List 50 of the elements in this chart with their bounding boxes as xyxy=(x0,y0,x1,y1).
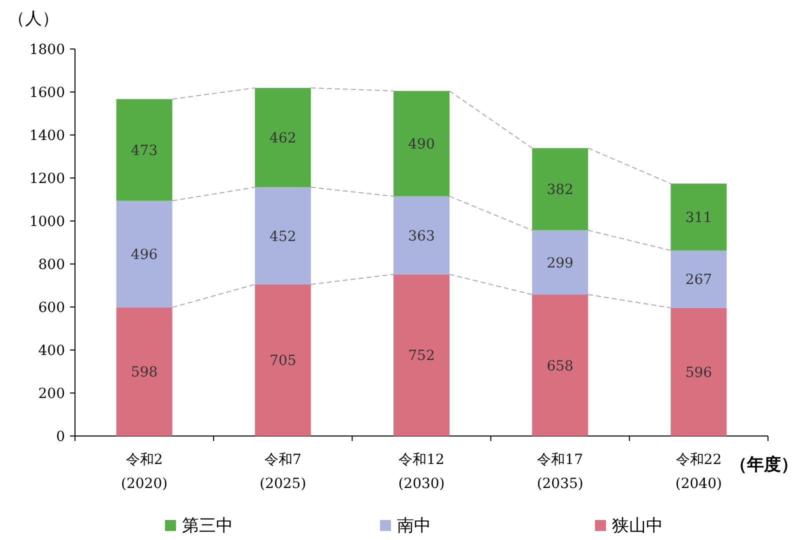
y-tick-label: 0 xyxy=(56,429,65,445)
data-label: 473 xyxy=(130,142,158,159)
y-tick-label: 1600 xyxy=(29,85,65,101)
bar xyxy=(254,284,311,436)
bar xyxy=(670,308,727,436)
y-tick-label: 400 xyxy=(38,343,65,359)
data-label: 311 xyxy=(685,210,712,226)
data-label: 452 xyxy=(270,228,296,245)
data-label: 299 xyxy=(546,255,574,272)
data-label: 267 xyxy=(685,272,712,288)
y-tick-label: 600 xyxy=(38,300,65,316)
bar xyxy=(532,294,588,436)
legend-label: 狭山中 xyxy=(612,516,663,536)
legend-label: 南中 xyxy=(397,516,431,536)
data-label: 598 xyxy=(130,364,158,381)
x-axis-title: （年度） xyxy=(730,455,798,475)
bar xyxy=(254,187,311,284)
data-label: 705 xyxy=(270,353,296,370)
y-axis-title: （人） xyxy=(8,9,59,29)
bar xyxy=(394,90,450,196)
bar xyxy=(532,230,588,295)
data-label: 752 xyxy=(408,348,435,364)
bar xyxy=(670,250,727,308)
x-tick-label: 令和17 (2035) xyxy=(536,452,584,492)
data-label: 382 xyxy=(546,182,574,198)
y-tick-label: 1800 xyxy=(29,42,65,58)
bar xyxy=(394,274,450,436)
data-label: 462 xyxy=(270,130,296,147)
data-label: 363 xyxy=(408,228,435,244)
data-label: 596 xyxy=(685,364,712,381)
y-tick-label: 1000 xyxy=(29,214,65,230)
y-tick-label: 1200 xyxy=(29,171,65,187)
bar xyxy=(394,196,450,274)
bar xyxy=(116,307,172,436)
bar xyxy=(254,88,311,188)
y-tick-label: 200 xyxy=(38,386,65,402)
x-tick-label: 令和2 (2020) xyxy=(121,452,168,492)
y-tick-label: 1400 xyxy=(29,128,65,144)
data-label: 496 xyxy=(130,247,158,264)
data-label: 658 xyxy=(546,358,574,374)
y-tick-label: 800 xyxy=(38,257,65,273)
x-tick-label: 令和12 (2030) xyxy=(398,452,445,492)
data-label: 490 xyxy=(408,136,435,153)
legend-label: 第三中 xyxy=(182,516,233,536)
bar xyxy=(116,200,172,308)
bar xyxy=(116,99,172,201)
bar xyxy=(670,184,727,250)
bar xyxy=(532,148,588,230)
x-tick-label: 令和7 (2025) xyxy=(260,452,306,492)
x-tick-label: 令和22 (2040) xyxy=(675,452,722,492)
